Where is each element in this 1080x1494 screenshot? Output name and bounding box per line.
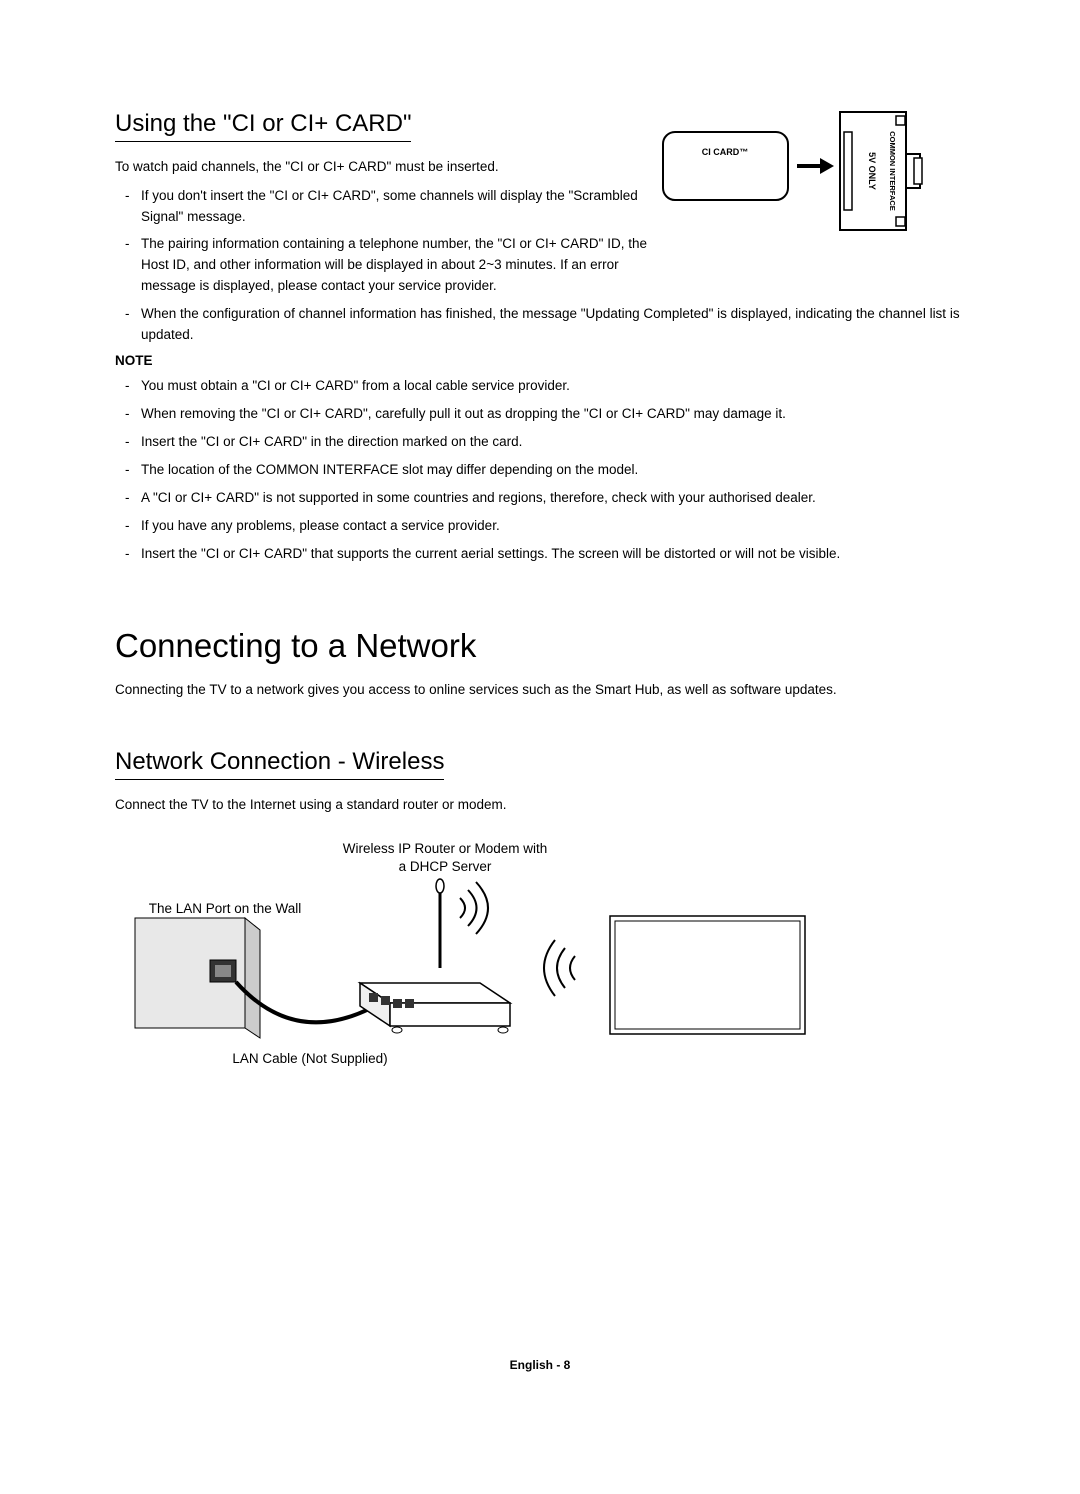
list-item: A "CI or CI+ CARD" is not supported in s… xyxy=(125,488,970,509)
arrow-icon xyxy=(797,158,834,174)
wall-port-icon xyxy=(135,918,260,1038)
list-item: When the configuration of channel inform… xyxy=(125,304,970,346)
list-item: If you have any problems, please contact… xyxy=(125,516,970,537)
wireless-diagram: Wireless IP Router or Modem with a DHCP … xyxy=(115,838,970,1088)
svg-text:a DHCP Server: a DHCP Server xyxy=(399,859,492,874)
svg-text:LAN Cable (Not Supplied): LAN Cable (Not Supplied) xyxy=(232,1051,387,1066)
svg-text:CI CARD™: CI CARD™ xyxy=(702,147,749,157)
list-item: You must obtain a "CI or CI+ CARD" from … xyxy=(125,376,970,397)
list-item: Insert the "CI or CI+ CARD" in the direc… xyxy=(125,432,970,453)
list-item: When removing the "CI or CI+ CARD", care… xyxy=(125,404,970,425)
ci-intro: To watch paid channels, the "CI or CI+ C… xyxy=(115,156,645,178)
svg-text:The LAN Port on the Wall: The LAN Port on the Wall xyxy=(149,901,302,916)
ci-card-icon: CI CARD™ xyxy=(663,132,788,200)
svg-text:5V ONLY: 5V ONLY xyxy=(867,152,877,190)
tv-icon xyxy=(610,916,805,1034)
svg-text:COMMON INTERFACE: COMMON INTERFACE xyxy=(888,131,897,211)
list-item: If you don't insert the "CI or CI+ CARD"… xyxy=(125,186,655,228)
network-intro: Connecting the TV to a network gives you… xyxy=(115,679,970,701)
ci-card-diagram: CI CARD™ 5V ONLY xyxy=(662,110,924,237)
list-item: The location of the COMMON INTERFACE slo… xyxy=(125,460,970,481)
note-label: NOTE xyxy=(115,353,970,368)
wireless-title: Network Connection - Wireless xyxy=(115,748,444,780)
radio-waves-out-icon xyxy=(460,882,488,934)
ci-title: Using the "CI or CI+ CARD" xyxy=(115,110,411,142)
ci-slot-icon: 5V ONLY COMMON INTERFACE xyxy=(840,112,922,230)
page-footer: English - 8 xyxy=(0,1358,1080,1372)
network-heading: Connecting to a Network xyxy=(115,627,970,665)
ci-section: Using the "CI or CI+ CARD" CI CARD™ xyxy=(115,110,970,565)
list-item: The pairing information containing a tel… xyxy=(125,234,655,297)
svg-text:Wireless IP Router or Modem wi: Wireless IP Router or Modem with xyxy=(343,841,548,856)
wireless-intro: Connect the TV to the Internet using a s… xyxy=(115,794,970,816)
radio-waves-in-icon xyxy=(544,940,575,996)
list-item: Insert the "CI or CI+ CARD" that support… xyxy=(125,544,970,565)
ci-notes-list: You must obtain a "CI or CI+ CARD" from … xyxy=(115,376,970,564)
